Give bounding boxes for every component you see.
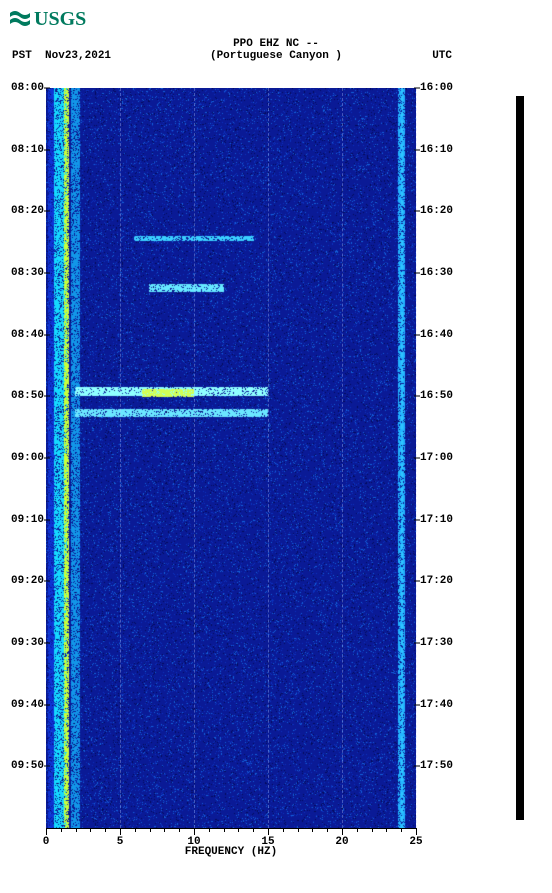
time-tick-label: 08:10 xyxy=(11,144,44,156)
time-tick-label: 08:00 xyxy=(11,82,44,94)
time-tick-label: 08:50 xyxy=(11,390,44,402)
time-tick-label: 09:40 xyxy=(11,699,44,711)
time-tick-label: 17:20 xyxy=(420,575,460,587)
usgs-spectrogram: USGS PPO EHZ NC -- PST Nov23,2021 (Portu… xyxy=(0,0,552,893)
color-scalebar xyxy=(516,96,524,820)
time-tick-label: 09:00 xyxy=(11,452,44,464)
time-tick-label: 17:50 xyxy=(420,760,460,772)
header: PPO EHZ NC -- PST Nov23,2021 (Portuguese… xyxy=(0,38,552,64)
time-tick-label: 08:30 xyxy=(11,267,44,279)
time-tick-label: 09:20 xyxy=(11,575,44,587)
time-tick-label: 17:10 xyxy=(420,514,460,526)
time-tick-label: 08:40 xyxy=(11,329,44,341)
time-tick-label: 09:50 xyxy=(11,760,44,772)
time-tick-label: 16:30 xyxy=(420,267,460,279)
time-tick-label: 17:00 xyxy=(420,452,460,464)
spectrogram-canvas xyxy=(46,88,416,828)
spectrogram-plot xyxy=(46,88,416,828)
y-axis-right: 16:0016:1016:2016:3016:4016:5017:0017:10… xyxy=(420,88,460,828)
time-tick-label: 17:30 xyxy=(420,637,460,649)
time-tick-label: 17:40 xyxy=(420,699,460,711)
usgs-logo: USGS xyxy=(8,6,100,30)
location-line: (Portuguese Canyon ) xyxy=(210,50,342,62)
pst-label: PST Nov23,2021 xyxy=(12,50,111,62)
time-tick-label: 16:40 xyxy=(420,329,460,341)
time-tick-label: 09:10 xyxy=(11,514,44,526)
utc-label: UTC xyxy=(432,50,452,62)
x-axis-label: FREQUENCY (HZ) xyxy=(46,846,416,858)
time-tick-label: 09:30 xyxy=(11,637,44,649)
time-tick-label: 08:20 xyxy=(11,205,44,217)
y-axis-left: 08:0008:1008:2008:3008:4008:5009:0009:10… xyxy=(4,88,44,828)
station-line: PPO EHZ NC -- xyxy=(0,38,552,50)
time-tick-label: 16:00 xyxy=(420,82,460,94)
time-tick-label: 16:50 xyxy=(420,390,460,402)
time-tick-label: 16:10 xyxy=(420,144,460,156)
svg-text:USGS: USGS xyxy=(34,8,86,30)
time-tick-label: 16:20 xyxy=(420,205,460,217)
